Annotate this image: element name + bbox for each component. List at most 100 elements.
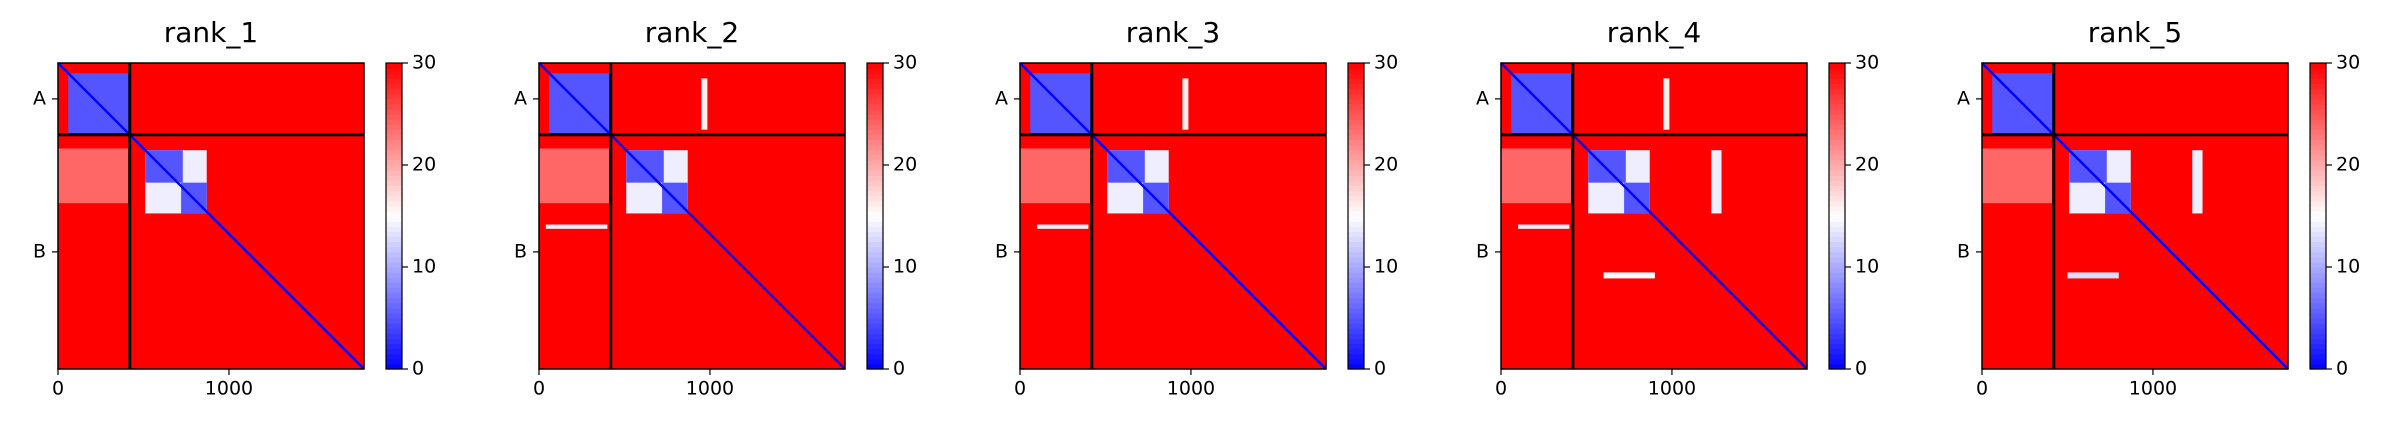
colorbar-step <box>1829 103 1845 110</box>
colorbar-step <box>1829 149 1845 156</box>
colorbar-tick-label: 10 <box>2336 256 2360 278</box>
colorbar-step <box>1829 200 1845 207</box>
colorbar-step <box>1348 114 1364 120</box>
colorbar-step <box>867 267 883 273</box>
colorbar-step <box>2310 226 2326 232</box>
heatmap-block <box>1603 272 1655 279</box>
colorbar-step <box>386 277 402 283</box>
colorbar-step <box>386 63 402 69</box>
colorbar-step <box>386 226 402 232</box>
colorbar-tick-label: 20 <box>412 154 436 176</box>
colorbar-step <box>1348 134 1364 141</box>
colorbar-step <box>386 312 402 319</box>
heatmap-block <box>2067 272 2119 279</box>
colorbar-step <box>386 205 402 212</box>
colorbar-step <box>1829 333 1845 339</box>
colorbar-step <box>386 144 402 151</box>
colorbar-step <box>1829 119 1845 125</box>
colorbar-step <box>386 333 402 339</box>
colorbar-step <box>1348 292 1364 299</box>
x-tick-label: 1000 <box>686 378 734 400</box>
colorbar-step <box>2310 83 2326 90</box>
colorbar-step <box>867 98 883 105</box>
heatmap-block <box>1020 148 1091 204</box>
colorbar-step <box>386 93 402 100</box>
colorbar-step <box>386 159 402 166</box>
colorbar-step <box>1348 103 1364 110</box>
colorbar-step <box>2310 302 2326 309</box>
colorbar-step <box>1348 272 1364 278</box>
colorbar-tick-label: 0 <box>893 358 905 380</box>
colorbar-step <box>2310 103 2326 110</box>
colorbar-step <box>867 328 883 334</box>
colorbar-step <box>867 292 883 299</box>
chart-title: rank_3 <box>1126 16 1220 49</box>
colorbar-step <box>1829 195 1845 202</box>
colorbar-step <box>1829 226 1845 232</box>
colorbar-step <box>867 93 883 100</box>
colorbar-step <box>2310 328 2326 334</box>
colorbar-step <box>1348 261 1364 268</box>
colorbar-step <box>2310 175 2326 181</box>
colorbar-step <box>2310 277 2326 283</box>
chart-title: rank_1 <box>164 16 258 49</box>
colorbar-step <box>2310 119 2326 125</box>
colorbar-step <box>2310 251 2326 258</box>
colorbar-step <box>386 338 402 345</box>
colorbar-step <box>386 236 402 243</box>
colorbar-step <box>1348 93 1364 100</box>
x-tick-label: 0 <box>1976 378 1988 400</box>
colorbar-step <box>1348 348 1364 355</box>
colorbar-step <box>386 216 402 222</box>
colorbar-step <box>1348 98 1364 105</box>
colorbar-step <box>2310 267 2326 273</box>
heatmap-block <box>539 148 610 204</box>
colorbar-step <box>1829 343 1845 350</box>
panel: rank_5 0 1000 A B 0 10 20 30 <box>1957 16 2360 400</box>
colorbar-step <box>1348 363 1364 370</box>
colorbar-step <box>386 154 402 161</box>
colorbar-step <box>2310 272 2326 278</box>
colorbar-step <box>867 83 883 90</box>
colorbar-step <box>2310 73 2326 79</box>
colorbar-step <box>386 328 402 334</box>
colorbar-step <box>1829 302 1845 309</box>
colorbar-step <box>867 119 883 125</box>
colorbar-step <box>2310 185 2326 192</box>
colorbar-step <box>386 297 402 304</box>
colorbar-step <box>386 119 402 125</box>
heatmap-block <box>58 148 129 204</box>
colorbar-tick-label: 30 <box>412 52 436 74</box>
colorbar-step <box>1348 83 1364 90</box>
colorbar-step <box>1348 73 1364 79</box>
heatmap-block <box>1037 224 1089 229</box>
colorbar-step <box>386 353 402 360</box>
colorbar-step <box>386 83 402 90</box>
colorbar-step <box>386 292 402 299</box>
y-tick-label: A <box>1476 87 1489 109</box>
colorbar-step <box>867 165 883 171</box>
colorbar-step <box>2310 63 2326 69</box>
colorbar-step <box>386 343 402 350</box>
colorbar-step <box>867 195 883 202</box>
colorbar-step <box>867 63 883 69</box>
colorbar-step <box>867 348 883 355</box>
colorbar-step <box>386 246 402 253</box>
colorbar-tick-label: 20 <box>893 154 917 176</box>
colorbar-step <box>867 108 883 115</box>
y-tick-label: B <box>514 240 527 262</box>
colorbar-step <box>2310 124 2326 130</box>
colorbar-step <box>1829 73 1845 79</box>
colorbar-tick-label: 30 <box>893 52 917 74</box>
colorbar-step <box>2310 292 2326 299</box>
colorbar-step <box>1829 78 1845 84</box>
colorbar-step <box>386 318 402 324</box>
colorbar-step <box>1348 108 1364 115</box>
colorbar-step <box>1348 119 1364 125</box>
colorbar-step <box>2310 348 2326 355</box>
colorbar-step <box>386 363 402 370</box>
colorbar-step <box>386 323 402 329</box>
colorbar-step <box>1348 226 1364 232</box>
colorbar-step <box>867 159 883 166</box>
